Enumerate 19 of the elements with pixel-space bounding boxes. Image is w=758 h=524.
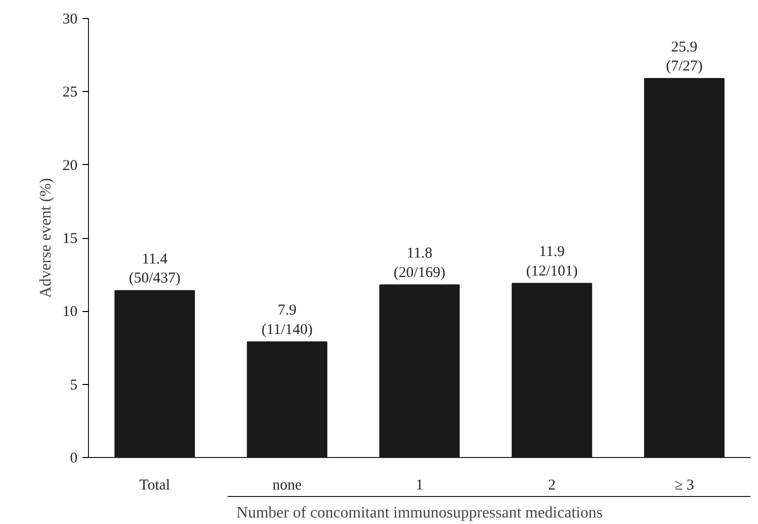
x-tick-label: 1 [416, 478, 424, 494]
x-tick-label: Total [139, 478, 170, 494]
y-tick-label: 10 [62, 304, 78, 320]
data-label: 11.4 (50/437) [128, 251, 181, 287]
data-label: 11.9 (12/101) [526, 244, 578, 280]
x-axis-title: Number of concomitant immunosuppressant medications [236, 504, 603, 522]
y-tick-label: 30 [62, 12, 78, 28]
x-tick-label: 2 [548, 478, 556, 494]
y-tick-label: 5 [70, 377, 78, 394]
x-tick-label: none [272, 478, 302, 494]
y-tick-label: 25 [62, 84, 78, 101]
y-tick-label: 0 [70, 450, 78, 466]
data-label: 25.9 (7/27) [666, 39, 703, 74]
x-tick-label: ≥ 3 [674, 478, 694, 494]
data-label: 7.9 (11/140) [262, 302, 313, 338]
y-tick-label: 15 [62, 231, 78, 247]
y-tick-label: 20 [62, 158, 78, 174]
y-axis-title: Adverse event (%) [38, 178, 54, 298]
data-label: 11.8 (20/169) [394, 246, 446, 281]
